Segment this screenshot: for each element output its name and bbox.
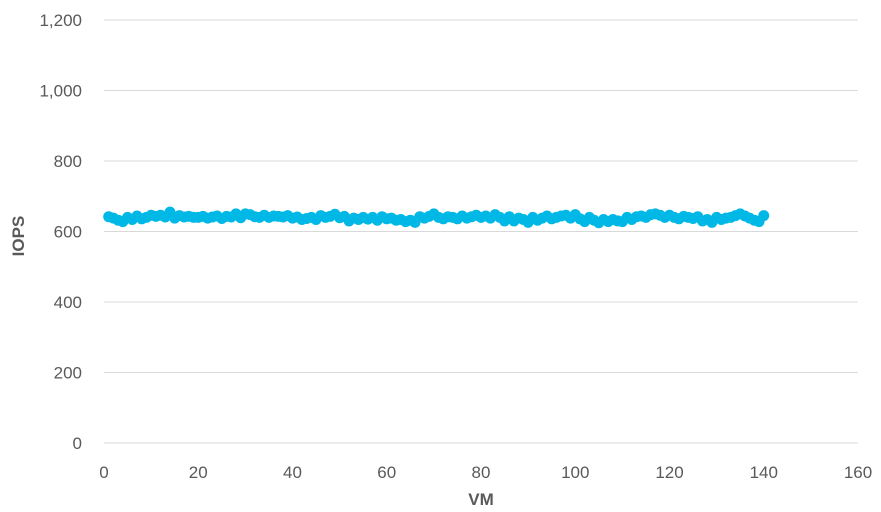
y-tick-label: 0 [73, 434, 82, 453]
y-tick-label: 1,000 [39, 82, 82, 101]
x-tick-label: 20 [189, 463, 208, 482]
x-axis-title: VM [468, 490, 494, 509]
y-tick-label: 1,200 [39, 11, 82, 30]
x-tick-label: 40 [283, 463, 302, 482]
x-tick-label: 100 [561, 463, 589, 482]
gridlines [104, 19, 858, 444]
data-points [103, 206, 770, 229]
y-axis-title: IOPS [9, 216, 28, 257]
x-tick-label: 160 [844, 463, 872, 482]
x-tick-label: 140 [750, 463, 778, 482]
x-tick-label: 0 [99, 463, 108, 482]
x-tick-label: 60 [377, 463, 396, 482]
y-tick-label: 200 [54, 364, 82, 383]
y-tick-label: 800 [54, 152, 82, 171]
x-tick-labels: 0 20 40 60 80 100 120 140 160 [99, 463, 872, 482]
y-tick-label: 600 [54, 223, 82, 242]
data-point [758, 210, 770, 222]
x-tick-label: 120 [655, 463, 683, 482]
y-tick-labels: 0 200 400 600 800 1,000 1,200 [39, 11, 82, 453]
y-tick-label: 400 [54, 293, 82, 312]
x-tick-label: 80 [472, 463, 491, 482]
